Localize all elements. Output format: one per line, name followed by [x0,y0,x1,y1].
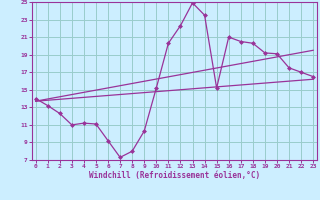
X-axis label: Windchill (Refroidissement éolien,°C): Windchill (Refroidissement éolien,°C) [89,171,260,180]
